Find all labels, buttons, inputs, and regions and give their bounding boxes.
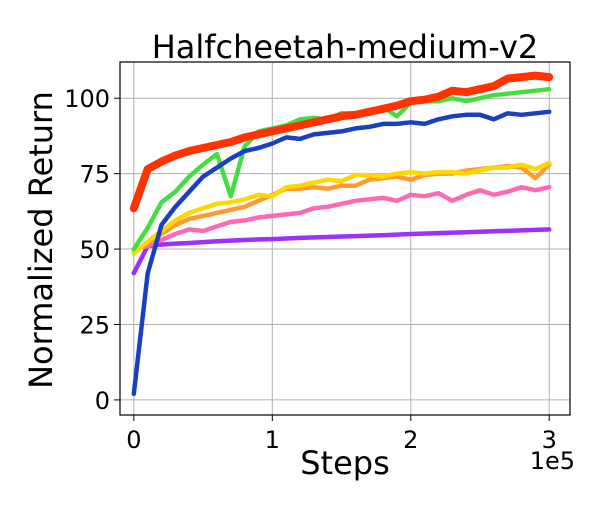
axis-ticks: 0 1 2 3 0 25 50 75 100 — [64, 85, 557, 454]
series-lines — [129, 71, 554, 397]
y-tick-label: 100 — [64, 85, 110, 113]
x-tick-label: 2 — [403, 426, 418, 454]
y-tick-label: 50 — [79, 236, 110, 264]
y-tick-label: 25 — [79, 311, 110, 339]
x-tick-label: 0 — [126, 426, 141, 454]
series-line-6 — [131, 109, 552, 397]
x-tick-label: 3 — [542, 426, 557, 454]
x-axis-label: Steps — [300, 444, 390, 482]
y-tick-label: 0 — [95, 387, 110, 415]
x-exponent-label: 1e5 — [530, 447, 575, 475]
series-line-1 — [131, 227, 552, 276]
y-axis-label: Normalized Return — [22, 91, 60, 389]
x-tick-label: 1 — [265, 426, 280, 454]
chart-title: Halfcheetah-medium-v2 — [152, 28, 539, 66]
plot-frame — [119, 61, 571, 416]
series-line-4 — [131, 160, 552, 256]
series-line-2 — [131, 184, 552, 252]
series-line-7 — [129, 71, 554, 213]
y-tick-label: 75 — [79, 161, 110, 189]
